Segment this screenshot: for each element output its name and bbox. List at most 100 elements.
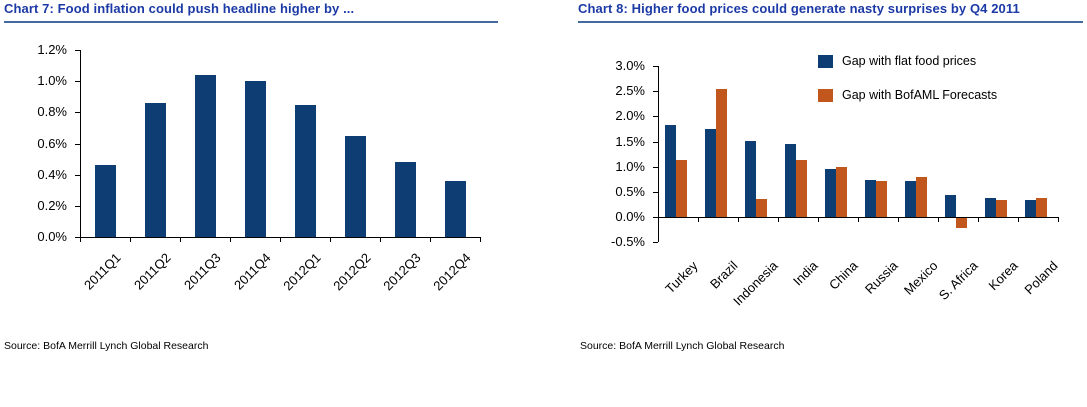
y-tick-label: 0.4% [37, 166, 67, 182]
y-tick-label: 2.5% [615, 83, 645, 99]
bar-series1-India [795, 160, 807, 217]
x-axis-label: 2012Q3 [380, 250, 424, 294]
y-tick [75, 50, 80, 52]
x-tick [230, 237, 231, 242]
chart7-title: Chart 7: Food inflation could push headl… [4, 1, 498, 23]
bar-2012Q3 [394, 162, 416, 237]
y-tick [75, 112, 80, 114]
y-tick [75, 174, 80, 176]
y-tick-label: 1.2% [37, 42, 67, 58]
x-tick [1018, 217, 1019, 222]
bar-series1-S. Africa [955, 218, 967, 229]
chart7-plot-area: 0.0% 0.2% 0.4% 0.6% 0.8% 1.0% 1.2% 2011Q1 2011Q2… [37, 42, 481, 294]
y-tick-label: 0.6% [37, 135, 67, 151]
y-tick-label: 0.2% [37, 197, 67, 213]
x-tick [430, 237, 431, 242]
y-tick [653, 217, 658, 218]
y-tick-label: 2.0% [615, 108, 645, 124]
x-axis-label: S. Africa [935, 258, 981, 303]
bar-series1-Mexico [915, 177, 927, 217]
y-tick-label: 3.0% [615, 58, 645, 74]
x-tick [80, 237, 81, 242]
bar-series0-Poland [1024, 200, 1036, 217]
bar-series1-Indonesia [755, 198, 767, 217]
y-tick-label: 0.0% [615, 209, 645, 224]
x-tick [778, 217, 779, 222]
y-tick [653, 242, 658, 244]
x-tick [1058, 217, 1059, 222]
chart8-title: Chart 8: Higher food prices could genera… [578, 1, 1083, 23]
legend-swatch-0 [818, 54, 833, 68]
bar-series1-Korea [995, 200, 1007, 217]
x-tick [380, 237, 381, 242]
y-tick [653, 116, 658, 118]
legend-label: Gap with flat food prices [842, 54, 977, 68]
x-axis-label: Brazil [706, 258, 741, 292]
y-tick [75, 143, 80, 145]
bar-series0-Mexico [904, 181, 916, 217]
y-axis-line [658, 66, 659, 242]
legend-swatch-1 [818, 88, 833, 102]
bar-series1-China [835, 166, 847, 217]
chart8-panel: Chart 8: Higher food prices could genera… [578, 0, 1087, 407]
chart8-plot-area: -0.5% 0.0% 0.5% 1.0% 1.5% 2.0% 2.5% 3.0% Turkey B… [578, 0, 1087, 407]
x-axis-label: 2011Q2 [130, 250, 174, 293]
y-tick-label: 0.0% [37, 229, 67, 244]
bar-series1-Poland [1035, 198, 1047, 217]
x-tick [898, 217, 899, 222]
legend-item: Gap with BofAML Forecasts [818, 88, 997, 102]
y-tick [653, 191, 658, 193]
bar-series0-India [784, 143, 796, 217]
bar-2012Q4 [444, 180, 466, 237]
y-tick-label: 0.5% [615, 183, 645, 199]
y-tick [653, 66, 658, 68]
x-tick [978, 217, 979, 222]
bar-series0-S. Africa [944, 195, 956, 217]
chart7-panel: Chart 7: Food inflation could push headl… [4, 1, 498, 352]
y-tick [653, 166, 658, 168]
bar-series0-Brazil [704, 129, 716, 217]
x-tick [480, 237, 481, 242]
x-axis-label: 2011Q3 [180, 250, 224, 293]
bar-series0-Korea [984, 197, 996, 217]
bar-series1-Turkey [675, 160, 687, 217]
y-tick [75, 81, 80, 83]
chart8-source: Source: BofA Merrill Lynch Global Resear… [580, 340, 785, 352]
x-axis-label: Poland [1020, 258, 1061, 298]
x-tick [698, 217, 699, 222]
legend-label: Gap with BofAML Forecasts [842, 88, 998, 102]
x-tick [280, 237, 281, 242]
x-axis-label: 2012Q2 [330, 250, 374, 294]
y-tick [653, 91, 658, 93]
y-tick [75, 237, 80, 238]
x-tick [658, 217, 659, 222]
bar-series0-Turkey [664, 125, 676, 217]
y-tick-label: 1.5% [615, 133, 645, 149]
x-tick [130, 237, 131, 242]
x-tick [738, 217, 739, 222]
y-tick [653, 141, 658, 143]
y-tick [75, 205, 80, 207]
y-tick-label: -0.5% [611, 234, 645, 250]
x-axis-label: 2012Q4 [430, 250, 474, 294]
x-axis-label: Korea [984, 258, 1021, 294]
x-axis-label: India [789, 258, 821, 289]
x-axis-label: 2012Q1 [280, 250, 324, 294]
x-tick [938, 217, 939, 222]
x-tick [818, 217, 819, 222]
bar-2011Q4 [244, 81, 266, 237]
x-axis-label: Mexico [900, 258, 941, 298]
y-tick-label: 1.0% [37, 73, 67, 89]
bar-2011Q3 [194, 74, 216, 237]
y-tick-label: 1.0% [615, 158, 645, 174]
chart7-source: Source: BofA Merrill Lynch Global Resear… [4, 340, 209, 352]
bar-2012Q2 [344, 135, 366, 237]
bar-series1-Russia [875, 181, 887, 217]
x-axis-label: 2011Q4 [230, 250, 274, 293]
x-axis-label: China [825, 258, 861, 293]
x-axis-label: Russia [861, 258, 901, 297]
y-tick-label: 0.8% [37, 104, 67, 120]
y-axis-line [80, 50, 81, 237]
bar-2011Q1 [94, 165, 116, 237]
